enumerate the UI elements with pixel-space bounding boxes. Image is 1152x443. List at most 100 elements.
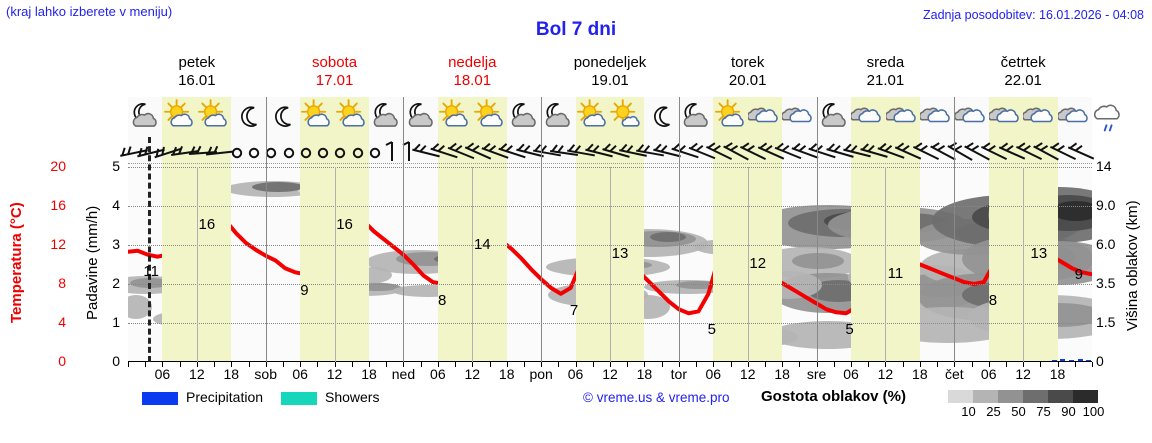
wind-barb-icon	[754, 137, 788, 165]
cloud-glyph	[204, 113, 227, 127]
precipitation-axis-title: Padavine (mm/h)	[84, 205, 101, 321]
x-axis-tick	[145, 362, 147, 367]
wind-barb-icon	[599, 137, 633, 165]
sun-cloud-icon	[300, 99, 334, 133]
wind-barb-icon	[926, 137, 960, 165]
cloud-glyph	[1030, 109, 1054, 123]
cloud-density-colorbar-segment	[1023, 390, 1048, 403]
sun-cloud-icon	[714, 99, 748, 133]
temperature-value-label: 11	[143, 262, 159, 280]
x-axis-tick-labels: 06 12 18 sob 06 12 18 ned 06 12 18 pon 06 12 18 tor 06 12…	[0, 366, 1152, 384]
precipitation-tick-label: 3	[112, 236, 120, 252]
temperature-tick-label: 12	[50, 236, 66, 252]
x-axis-label: 12	[602, 366, 618, 382]
x-axis-tick	[300, 362, 302, 367]
cloud-density-blob	[128, 295, 152, 319]
x-axis-label: 18	[361, 366, 377, 382]
x-axis-tick	[541, 362, 543, 367]
noon-separator	[196, 167, 198, 362]
x-axis-label: 18	[1049, 366, 1066, 382]
cloud-density-tick-label: 50	[1011, 404, 1026, 419]
location-menu-hint[interactable]: (kraj lahko izberete v meniju)	[6, 4, 173, 19]
wind-barb-icon	[891, 137, 925, 165]
noon-separator	[885, 167, 887, 362]
rain-streak	[1109, 124, 1113, 132]
precipitation-legend-label: Precipitation	[186, 389, 264, 405]
x-axis-label: 12	[739, 366, 756, 382]
day-separator	[541, 97, 543, 362]
x-axis-tick	[851, 362, 852, 367]
x-axis-tick	[1057, 362, 1059, 367]
cloud-overcast-icon	[850, 99, 885, 133]
x-axis-tick	[575, 362, 577, 367]
temperature-value-label: 16	[198, 216, 216, 233]
x-axis-tick	[317, 362, 319, 367]
showers-legend-swatch	[281, 392, 317, 405]
x-axis-tick	[971, 362, 973, 367]
x-axis-tick	[420, 362, 422, 367]
day-header: petek 16.01	[127, 54, 267, 89]
x-axis-tick	[162, 362, 164, 367]
x-axis-tick	[231, 362, 233, 367]
wind-barb-icon	[805, 137, 839, 165]
x-axis-tick	[902, 362, 904, 367]
temperature-value-label: 5	[845, 321, 854, 339]
wind-barb-icon	[1012, 137, 1046, 165]
cloud-glyph	[683, 112, 708, 127]
cloud-glyph	[1094, 104, 1120, 120]
x-axis-label: 06	[843, 366, 859, 382]
x-axis-tick	[627, 362, 629, 367]
x-axis-tick	[713, 362, 715, 367]
day-name: petek	[178, 54, 216, 71]
x-axis-tick	[747, 362, 749, 367]
wind-barb-icon	[736, 137, 770, 165]
day-header: ponedeljek 19.01	[540, 54, 680, 89]
cloud-glyph	[858, 109, 881, 123]
cloud-glyph	[307, 113, 331, 127]
temperature-value-label: 16	[336, 216, 353, 233]
x-axis-label: 06	[154, 366, 171, 382]
cloud-density-tick-label: 75	[1036, 404, 1051, 419]
temperature-value-label: 8	[988, 292, 998, 309]
wind-barb-icon	[960, 137, 994, 165]
cloud-density-colorbar-segment	[1048, 390, 1073, 403]
sun-cloud-icon	[197, 99, 231, 133]
daylight-band	[437, 167, 507, 362]
daylight-band	[300, 137, 369, 167]
x-axis-tick	[764, 362, 766, 367]
wind-barb-icon	[151, 137, 185, 165]
moon-glyph	[653, 106, 670, 127]
day-separator	[954, 97, 956, 362]
wind-barb-icon	[547, 137, 581, 165]
moon-cloud-icon	[128, 99, 162, 133]
day-header: nedelja 18.01	[402, 54, 542, 89]
x-axis-tick	[1040, 362, 1042, 367]
moon-cloud-icon	[507, 99, 541, 133]
x-axis-tick	[696, 362, 698, 367]
temperature-value-label: 7	[569, 301, 579, 319]
temperature-tick-label: 0	[58, 353, 66, 369]
page-title: Bol 7 dni	[535, 19, 617, 40]
wind-barb-icon	[995, 137, 1029, 165]
x-axis-tick	[1074, 362, 1076, 367]
cloud-glyph	[170, 113, 193, 127]
wind-barb-icon	[375, 137, 409, 165]
cloud-glyph	[927, 109, 950, 123]
temperature-value-label: 14	[473, 235, 491, 253]
cloud-overcast-icon	[746, 99, 782, 133]
wind-barb-icon	[427, 137, 461, 165]
cloud-density-tick-label: 100	[1082, 404, 1105, 419]
wind-barb-icon	[633, 137, 667, 165]
x-axis-tick	[128, 362, 129, 367]
cloud-density-colorbar-segment	[973, 390, 998, 403]
x-axis-day-label: tor	[670, 366, 688, 382]
x-axis-label: 06	[980, 366, 997, 382]
copyright-link[interactable]: © vreme.us & vreme.pro	[583, 390, 730, 405]
wind-barb-icon	[702, 137, 736, 165]
x-axis-tick	[954, 362, 956, 367]
x-axis-tick	[661, 362, 663, 367]
temperature-value-label: 9	[1074, 266, 1083, 284]
x-axis-tick	[988, 362, 990, 367]
cloud-density-colorbar-labels: 10 25 50 75 90 100	[940, 404, 1112, 420]
wind-calm-icon	[272, 137, 306, 165]
